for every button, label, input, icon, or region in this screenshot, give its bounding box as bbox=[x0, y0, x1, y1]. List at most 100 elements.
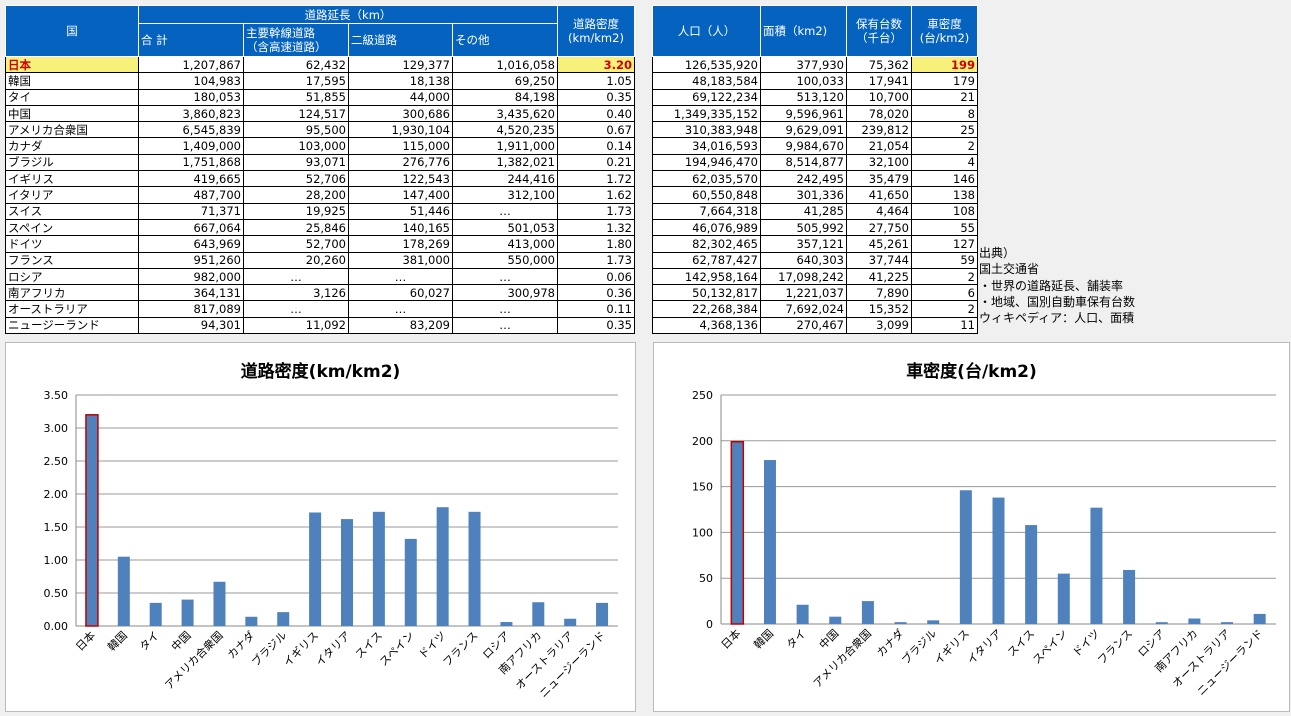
value-cell: 1,349,335,152 bbox=[652, 104, 761, 123]
bar[interactable] bbox=[1188, 618, 1201, 624]
value-cell: 104,983 bbox=[138, 72, 244, 90]
x-tick-label: イギリス bbox=[932, 627, 972, 667]
value-cell: 1.62 bbox=[557, 186, 635, 204]
x-tick-label: イタリア bbox=[313, 629, 353, 669]
value-cell: 310,383,948 bbox=[652, 121, 761, 139]
bar[interactable] bbox=[1090, 507, 1103, 624]
value-cell: 62,035,570 bbox=[652, 170, 761, 188]
y-tick-label: 200 bbox=[692, 435, 713, 448]
bar[interactable] bbox=[763, 460, 776, 624]
bar[interactable] bbox=[277, 612, 290, 626]
y-tick-label: 100 bbox=[692, 526, 713, 539]
value-cell: 381,000 bbox=[348, 251, 453, 269]
table-row: ロシア 982,000……… 0.06 bbox=[5, 267, 635, 286]
bar[interactable] bbox=[894, 622, 907, 624]
value-cell: 9,629,091 bbox=[760, 121, 847, 139]
bar[interactable] bbox=[861, 601, 874, 624]
value-cell: 501,053 bbox=[452, 218, 558, 237]
value-cell: 1.05 bbox=[557, 72, 635, 90]
y-tick-label: 0 bbox=[706, 618, 713, 631]
bar[interactable] bbox=[404, 538, 417, 626]
source-notes: 出典） 国土交通省 ・世界の道路延長、舗装率 ・地域、国別自動車保有台数 ウィキ… bbox=[979, 245, 1135, 326]
bar[interactable] bbox=[1155, 622, 1168, 624]
value-cell: 357,121 bbox=[760, 235, 847, 253]
y-tick-label: 50 bbox=[699, 572, 713, 585]
header-vehicles: 保有台数 （千台） bbox=[846, 5, 912, 57]
value-cell: 817,089 bbox=[138, 300, 244, 318]
value-cell: 100,033 bbox=[760, 72, 847, 90]
road-length-table: 国 道路延長（km） 道路密度 (km/km2) 合 計 主要幹線道路 （含高速… bbox=[5, 5, 635, 335]
bar[interactable] bbox=[85, 414, 99, 627]
bar[interactable] bbox=[436, 507, 449, 626]
y-tick-label: 0.00 bbox=[44, 620, 69, 633]
table-row: 126,535,920 377,930 75,362 199 bbox=[652, 55, 978, 74]
bar[interactable] bbox=[730, 440, 745, 625]
value-cell: 94,301 bbox=[138, 316, 244, 335]
value-cell: 21,054 bbox=[846, 137, 912, 155]
value-cell: 270,467 bbox=[760, 316, 847, 335]
y-tick-label: 2.00 bbox=[44, 488, 69, 501]
value-cell: … bbox=[452, 300, 558, 318]
bar[interactable] bbox=[213, 581, 226, 626]
value-cell: 18,138 bbox=[348, 72, 453, 90]
value-cell: 513,120 bbox=[760, 88, 847, 106]
x-tick-label: アメリカ合衆国 bbox=[162, 628, 226, 692]
bar[interactable] bbox=[341, 519, 353, 626]
bar[interactable] bbox=[992, 497, 1005, 624]
bar[interactable] bbox=[468, 511, 481, 626]
bar[interactable] bbox=[1025, 525, 1038, 624]
value-cell: 413,000 bbox=[452, 235, 558, 253]
value-cell: 300,686 bbox=[348, 104, 453, 123]
country-cell: イタリア bbox=[5, 186, 139, 204]
value-cell: 312,100 bbox=[452, 186, 558, 204]
bar[interactable] bbox=[1253, 613, 1266, 624]
bar[interactable] bbox=[372, 511, 385, 626]
value-cell: 25 bbox=[911, 121, 978, 139]
bar[interactable] bbox=[796, 604, 809, 624]
header-total: 合 計 bbox=[138, 23, 244, 57]
car-density-chart[interactable]: 車密度(台/km2) 0 50 100 150 200 250 日本 韓国 タイ 中国 アメリカ合衆… bbox=[653, 342, 1290, 712]
value-cell: 51,855 bbox=[243, 88, 349, 106]
value-cell: 59 bbox=[911, 251, 978, 269]
bar[interactable] bbox=[532, 602, 545, 626]
table-row: 60,550,848 301,336 41,650 138 bbox=[652, 186, 978, 204]
road-density-chart[interactable]: 道路密度(km/km2) 0.00 0.50 1.00 1.50 2.00 2.50 3.0… bbox=[5, 342, 636, 712]
value-cell: 45,261 bbox=[846, 235, 912, 253]
table-row: オーストラリア 817,089……… 0.11 bbox=[5, 300, 635, 318]
bar[interactable] bbox=[1221, 622, 1234, 624]
bar[interactable] bbox=[117, 556, 130, 626]
value-cell: 364,131 bbox=[138, 284, 244, 302]
value-cell: 550,000 bbox=[452, 251, 558, 269]
bar[interactable] bbox=[245, 616, 258, 626]
bar[interactable] bbox=[1057, 573, 1070, 624]
value-cell: 3,126 bbox=[243, 284, 349, 302]
value-cell: 138 bbox=[911, 186, 978, 204]
value-cell: … bbox=[452, 316, 558, 335]
value-cell: 28,200 bbox=[243, 186, 349, 204]
value-cell: 3,860,823 bbox=[138, 104, 244, 123]
value-cell: 3.20 bbox=[557, 55, 635, 74]
header-area: 面積（km2) bbox=[760, 5, 847, 57]
note-line: ウィキペディア：人口、面積 bbox=[979, 311, 1135, 326]
bar[interactable] bbox=[959, 490, 972, 624]
value-cell: 276,776 bbox=[348, 153, 453, 172]
y-tick-label: 3.00 bbox=[44, 422, 69, 435]
note-line: ・地域、国別自動車保有台数 bbox=[979, 294, 1136, 309]
value-cell: 1.32 bbox=[557, 218, 635, 237]
bar[interactable] bbox=[927, 620, 940, 624]
bar[interactable] bbox=[596, 602, 609, 626]
bar[interactable] bbox=[564, 618, 577, 626]
bar[interactable] bbox=[181, 599, 194, 626]
bar[interactable] bbox=[500, 622, 513, 626]
value-cell: 62,787,427 bbox=[652, 251, 761, 269]
value-cell: 60,550,848 bbox=[652, 186, 761, 204]
value-cell: 3,435,620 bbox=[452, 104, 558, 123]
bar[interactable] bbox=[149, 602, 162, 626]
value-cell: 0.11 bbox=[557, 300, 635, 318]
bar[interactable] bbox=[829, 616, 842, 624]
bar[interactable] bbox=[309, 512, 322, 626]
value-cell: 41,285 bbox=[760, 202, 847, 220]
bar[interactable] bbox=[1123, 569, 1136, 624]
value-cell: 17,595 bbox=[243, 72, 349, 90]
value-cell: 108 bbox=[911, 202, 978, 220]
